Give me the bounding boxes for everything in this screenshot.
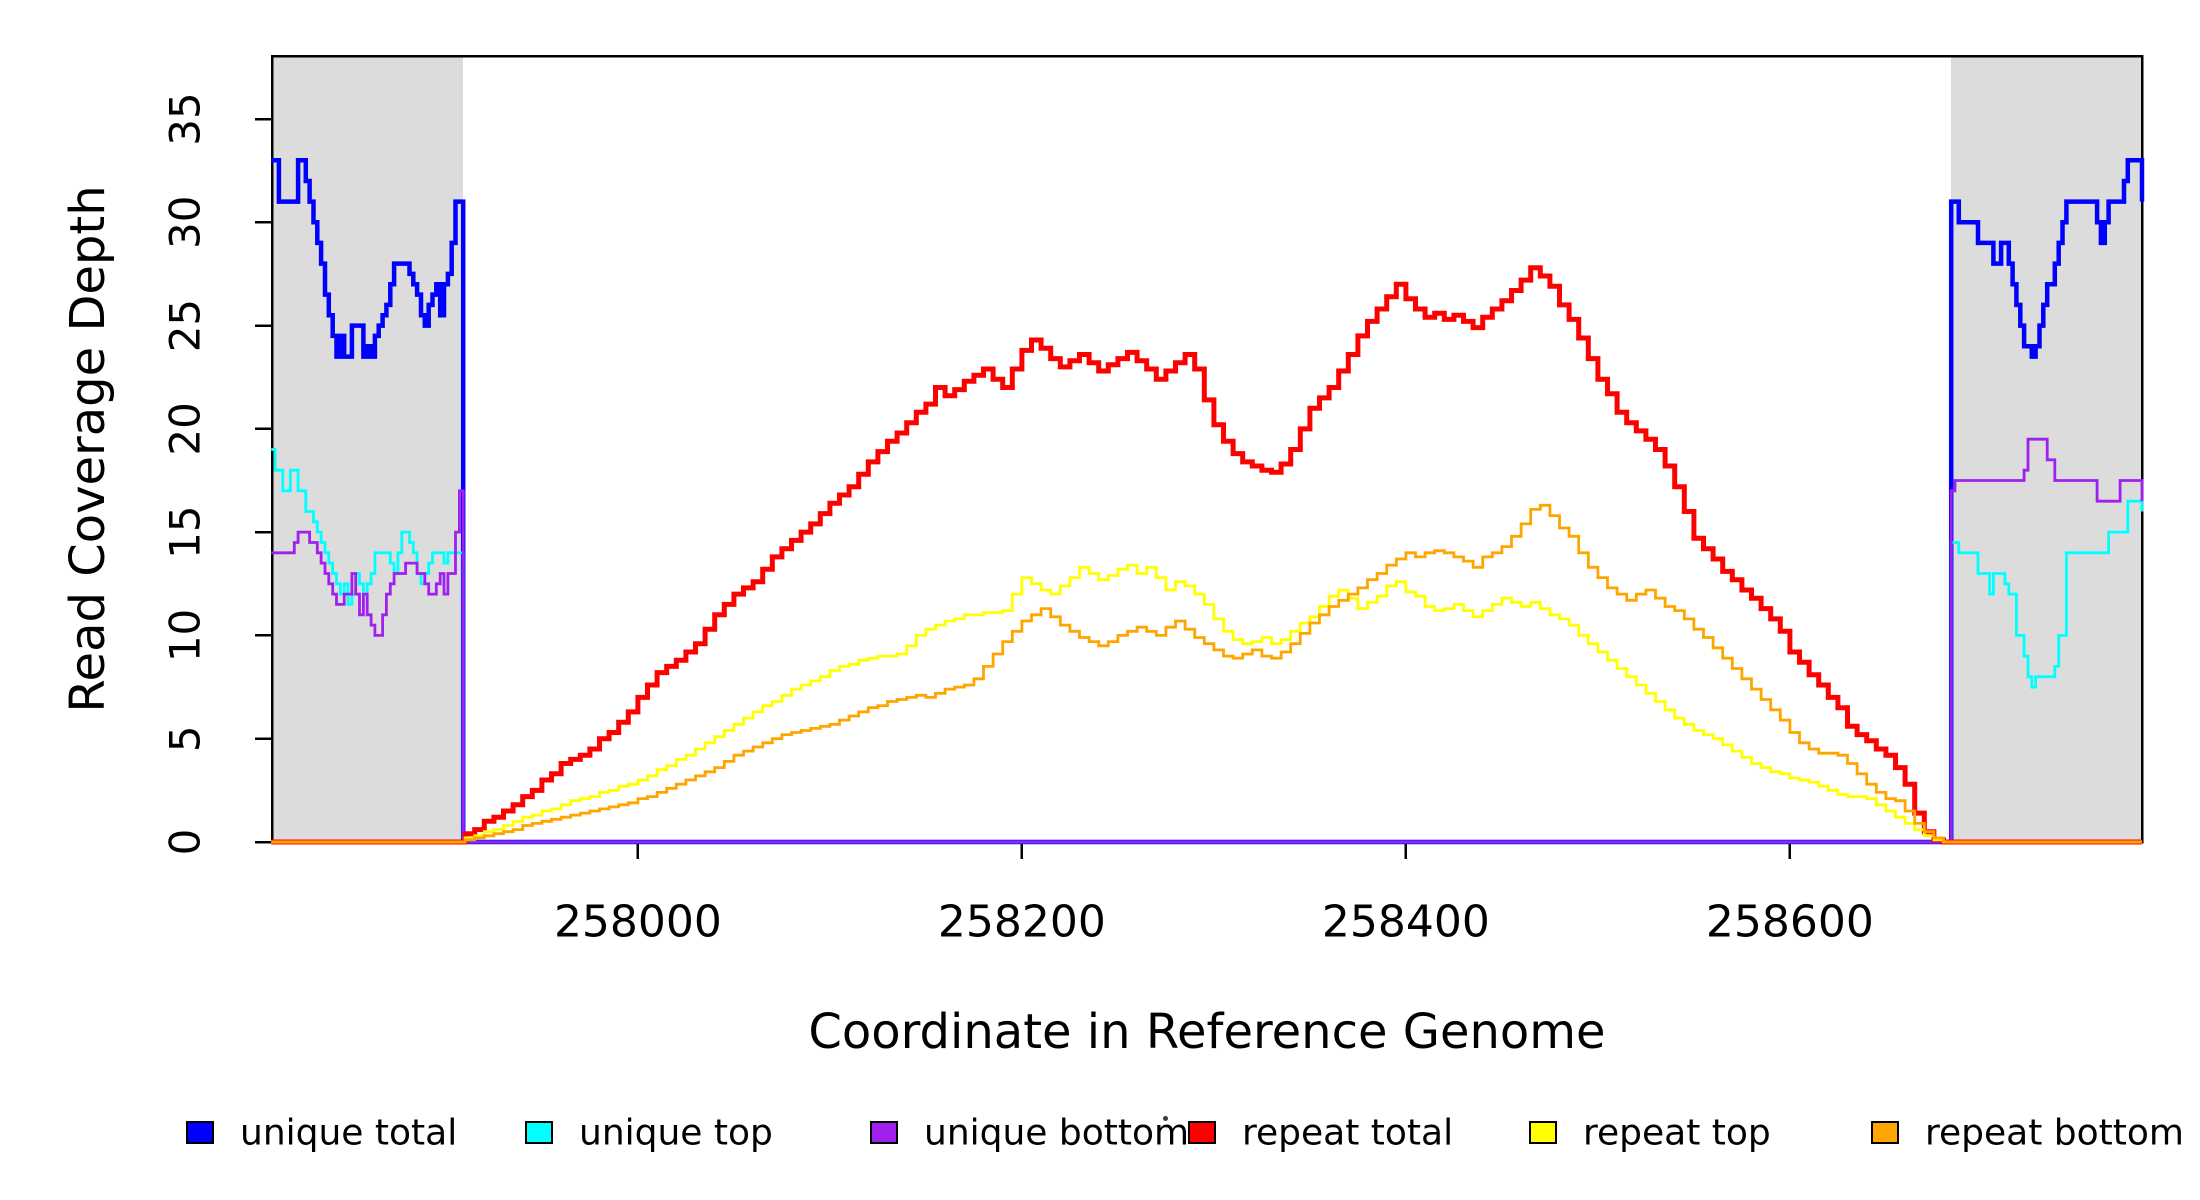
x-tick-label: 258400 (1322, 897, 1490, 948)
y-tick-label: 35 (161, 92, 210, 145)
series-repeat-total (271, 265, 2142, 845)
series-unique-top (271, 448, 2144, 844)
y-axis-title: Read Coverage Depth (60, 185, 116, 713)
y-tick-label: 30 (161, 196, 210, 249)
series-unique-bottom (271, 437, 2144, 844)
y-tick-label: 25 (161, 299, 210, 352)
x-tick-label: 258000 (554, 897, 722, 948)
y-tick-label: 10 (161, 609, 210, 662)
x-tick-label: 258200 (938, 897, 1106, 948)
y-tick-label: 0 (161, 829, 210, 856)
y-tick-label: 5 (161, 725, 210, 752)
y-tick-label: 15 (161, 505, 210, 558)
stray-dot-mark (1163, 1116, 1168, 1121)
y-tick-label: 20 (161, 402, 210, 455)
series-unique-total (271, 158, 2145, 845)
x-axis-title: Coordinate in Reference Genome (808, 1004, 1606, 1060)
x-tick-label: 258600 (1706, 897, 1874, 948)
plot-box (270, 54, 2144, 844)
shaded-region-left-flank (272, 56, 464, 842)
series-repeat-bottom (271, 503, 2142, 844)
series-repeat-top (271, 563, 2142, 844)
